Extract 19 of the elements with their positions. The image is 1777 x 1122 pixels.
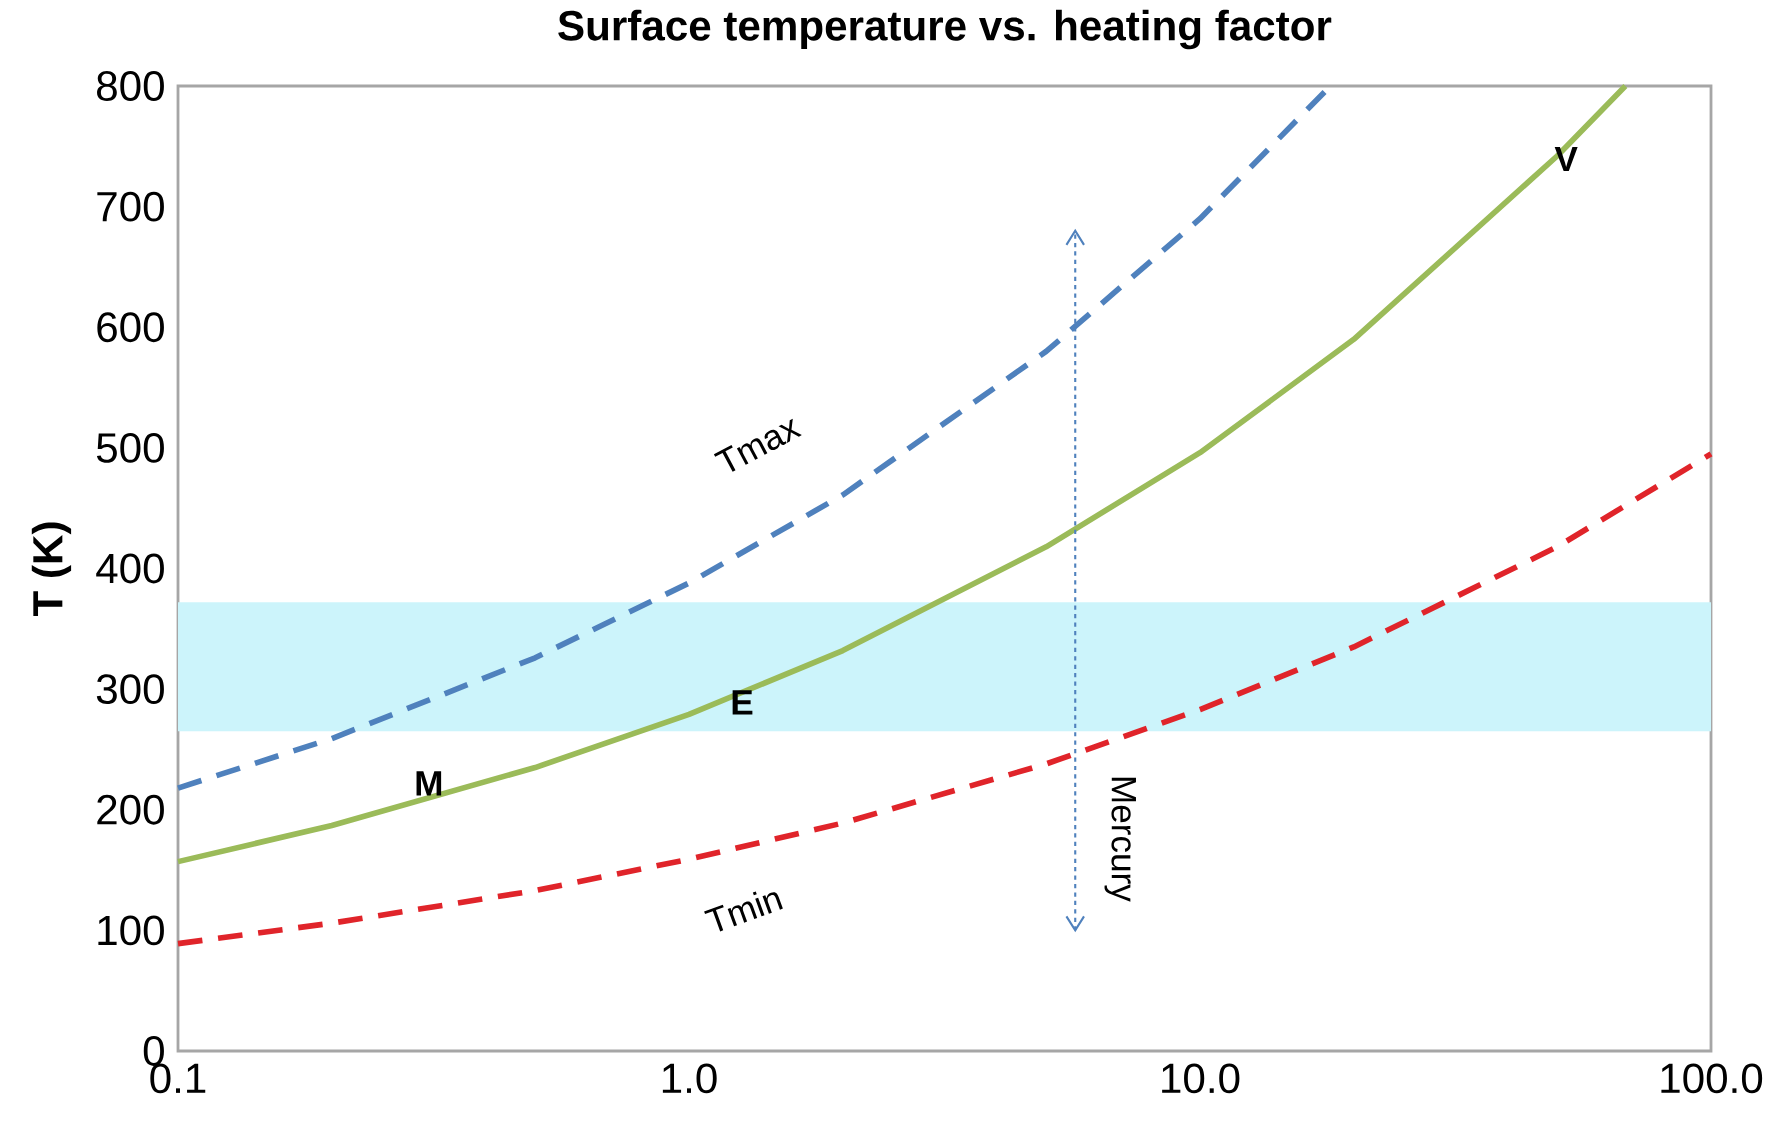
y-tick-label: 800 (97, 71, 164, 101)
text: Tmin (704, 891, 783, 932)
x-tick-label: 1.0 (662, 1063, 717, 1094)
x-tick-label: 100.0 (1661, 1063, 1763, 1094)
y-axis-title: T (K) (31, 522, 72, 617)
y-tick-label: 200 (97, 794, 164, 825)
text: Mercury (1104, 777, 1136, 902)
y-tick-label: 100 (98, 915, 164, 946)
y-tick-label: 700 (97, 191, 164, 222)
text: Tmax (713, 418, 802, 472)
chart-title: Surface temperature vs. heating factor (558, 9, 1332, 50)
y-tick-label: 500 (96, 432, 164, 463)
annotation: M (416, 771, 442, 796)
y-tick-label: 400 (96, 553, 164, 584)
y-tick-label: 300 (96, 674, 164, 705)
y-tick-label: 600 (97, 312, 164, 343)
annotation: E (732, 690, 753, 715)
x-tick-label: 10.0 (1162, 1063, 1240, 1094)
annotation: V (1554, 146, 1578, 172)
